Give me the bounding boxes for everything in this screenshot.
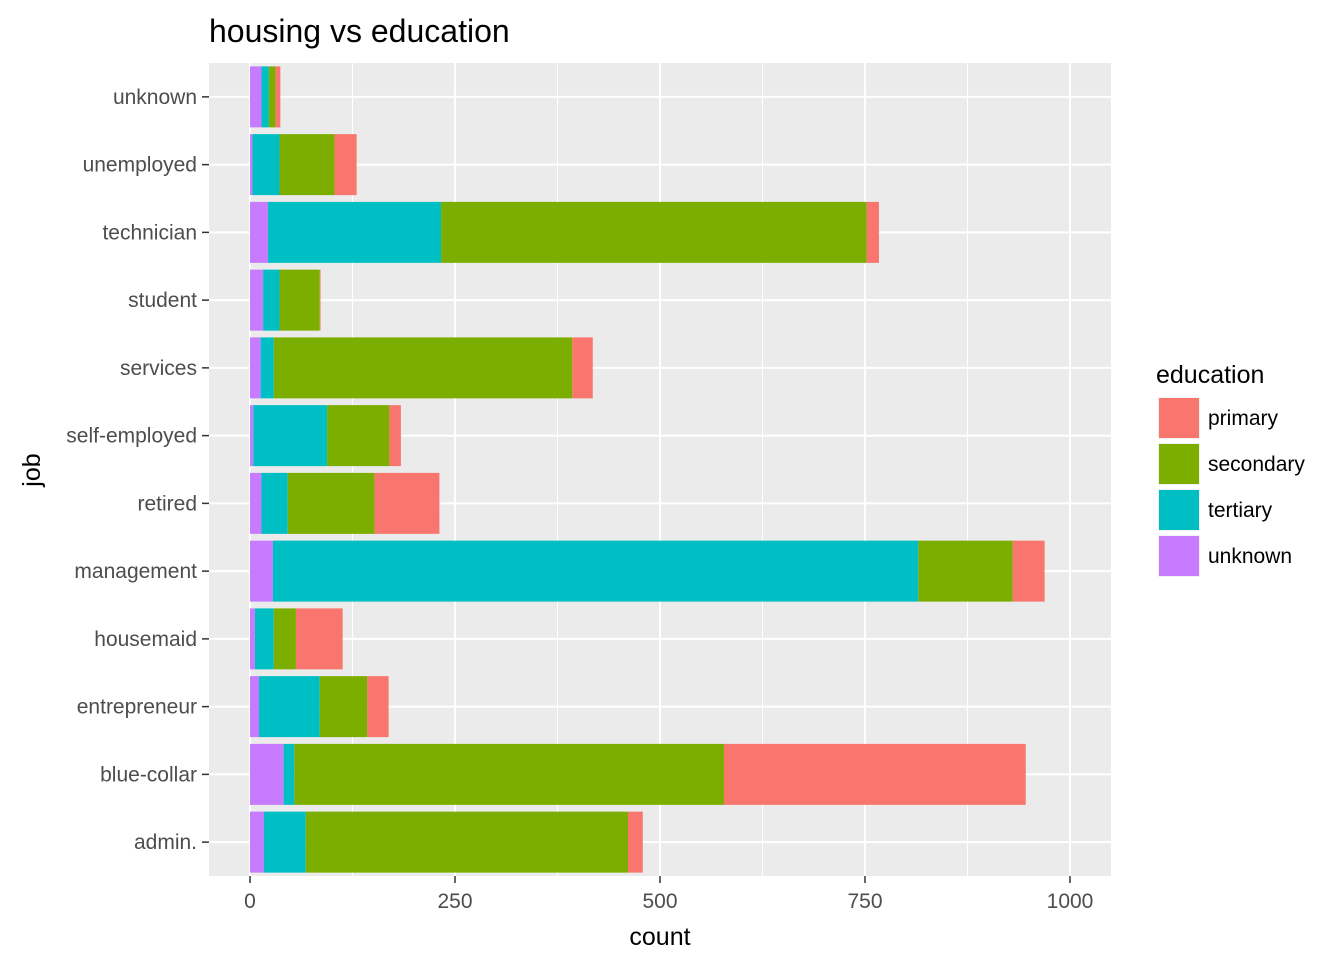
x-tick-label: 1000 (1047, 890, 1094, 913)
bar-segment-secondary (279, 269, 320, 331)
bar-segment-secondary (305, 811, 629, 873)
bar-segment-secondary (268, 66, 276, 128)
bar-segment-unknown (250, 134, 253, 196)
bars (250, 66, 1045, 873)
bar-segment-unknown (250, 269, 264, 331)
bar-segment-tertiary (254, 608, 274, 670)
bar-segment-secondary (441, 201, 867, 263)
bar-segment-secondary (918, 540, 1013, 602)
y-tick-label: technician (102, 221, 197, 244)
x-tick-label: 250 (437, 890, 472, 913)
legend-key-tertiary (1159, 490, 1199, 530)
y-tick-label: admin. (134, 831, 197, 854)
x-axis: 0 250 500 750 1000 (244, 876, 1093, 913)
y-tick-label: unemployed (83, 154, 197, 177)
bar-segment-tertiary (261, 472, 288, 534)
legend-label: unknown (1208, 545, 1292, 568)
bar-segment-secondary (287, 472, 375, 534)
x-axis-title: count (629, 923, 690, 951)
y-tick-label: housemaid (94, 628, 197, 651)
bar-segment-primary (572, 337, 593, 399)
bar-segment-secondary (279, 134, 335, 196)
y-tick-label: blue-collar (100, 763, 197, 786)
legend-key-primary (1159, 398, 1199, 438)
y-axis: admin. blue-collar entrepreneur housemaid ma… (66, 86, 209, 854)
x-tick-label: 500 (642, 890, 677, 913)
bar-segment-unknown (250, 811, 264, 873)
bar-segment-primary (1012, 540, 1045, 602)
x-tick-label: 750 (847, 890, 882, 913)
bar-segment-unknown (250, 337, 261, 399)
bar-segment-unknown (250, 608, 255, 670)
y-tick-label: student (128, 289, 197, 312)
bar-segment-primary (334, 134, 357, 196)
bar-segment-primary (723, 743, 1026, 805)
bar-segment-primary (374, 472, 440, 534)
bar-segment-unknown (250, 201, 269, 263)
bar-segment-tertiary (252, 134, 280, 196)
bar-segment-tertiary (261, 66, 269, 128)
bar-segment-tertiary (263, 811, 306, 873)
legend-key-secondary (1159, 444, 1199, 484)
bar-segment-unknown (250, 66, 262, 128)
bar-segment-secondary (273, 608, 296, 670)
bar-segment-tertiary (253, 405, 328, 467)
legend-title: education (1156, 361, 1264, 389)
y-tick-label: unknown (113, 86, 197, 109)
x-tick-label: 0 (244, 890, 256, 913)
bar-segment-unknown (250, 540, 273, 602)
bar-segment-tertiary (259, 676, 320, 738)
bar-segment-primary (367, 676, 389, 738)
bar-segment-primary (319, 269, 321, 331)
y-tick-label: self-employed (66, 425, 197, 448)
legend: education primary secondary tertiary unknow… (1156, 361, 1305, 577)
bar-segment-primary (866, 201, 879, 263)
bar-segment-tertiary (263, 269, 280, 331)
bar-segment-tertiary (260, 337, 274, 399)
y-tick-label: entrepreneur (77, 696, 197, 719)
legend-label: tertiary (1208, 499, 1273, 522)
bar-segment-unknown (250, 743, 284, 805)
bar-segment-tertiary (268, 201, 442, 263)
bar-segment-tertiary (272, 540, 919, 602)
bar-segment-secondary (273, 337, 573, 399)
bar-segment-secondary (319, 676, 368, 738)
y-axis-title: job (18, 453, 46, 487)
bar-segment-secondary (327, 405, 390, 467)
bar-segment-unknown (250, 472, 262, 534)
legend-label: primary (1208, 407, 1279, 430)
legend-key-unknown (1159, 536, 1199, 576)
bar-segment-primary (295, 608, 343, 670)
y-tick-label: retired (137, 492, 197, 515)
bar-segment-unknown (250, 405, 254, 467)
bar-segment-unknown (250, 676, 260, 738)
bar-segment-primary (628, 811, 643, 873)
y-tick-label: management (74, 560, 197, 583)
y-tick-label: services (120, 357, 197, 380)
bar-segment-tertiary (283, 743, 295, 805)
bar-segment-primary (275, 66, 281, 128)
bar-segment-secondary (294, 743, 724, 805)
chart-title: housing vs education (209, 13, 510, 49)
legend-label: secondary (1208, 453, 1305, 476)
bar-segment-primary (389, 405, 401, 467)
